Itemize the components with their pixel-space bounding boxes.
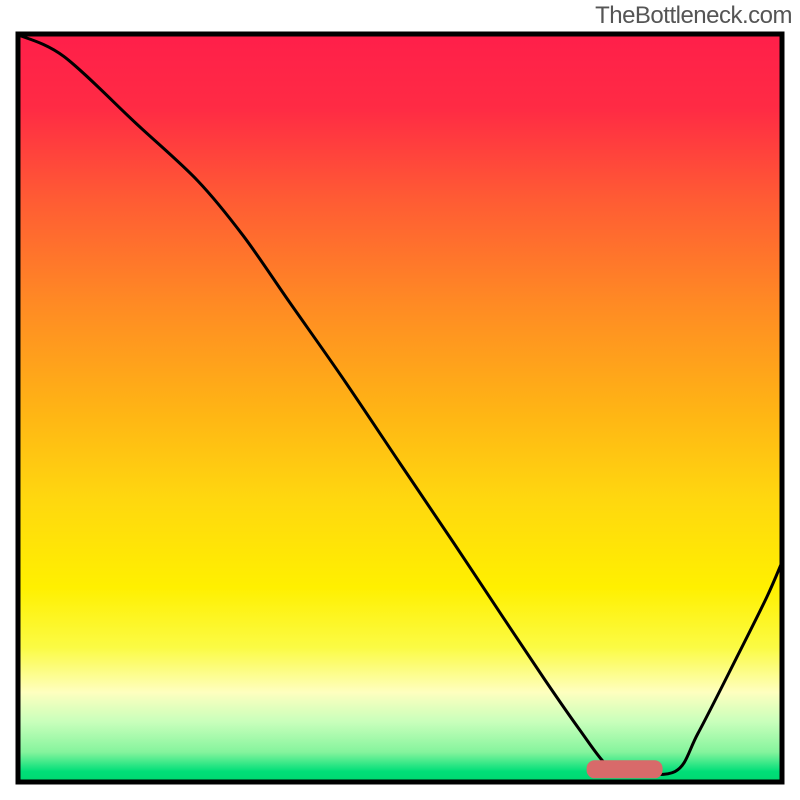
chart-background: [18, 34, 782, 782]
optimal-range-marker: [587, 760, 663, 778]
chart-frame: TheBottleneck.com: [0, 0, 800, 800]
watermark-text: TheBottleneck.com: [595, 2, 792, 30]
bottleneck-chart: [0, 0, 800, 800]
